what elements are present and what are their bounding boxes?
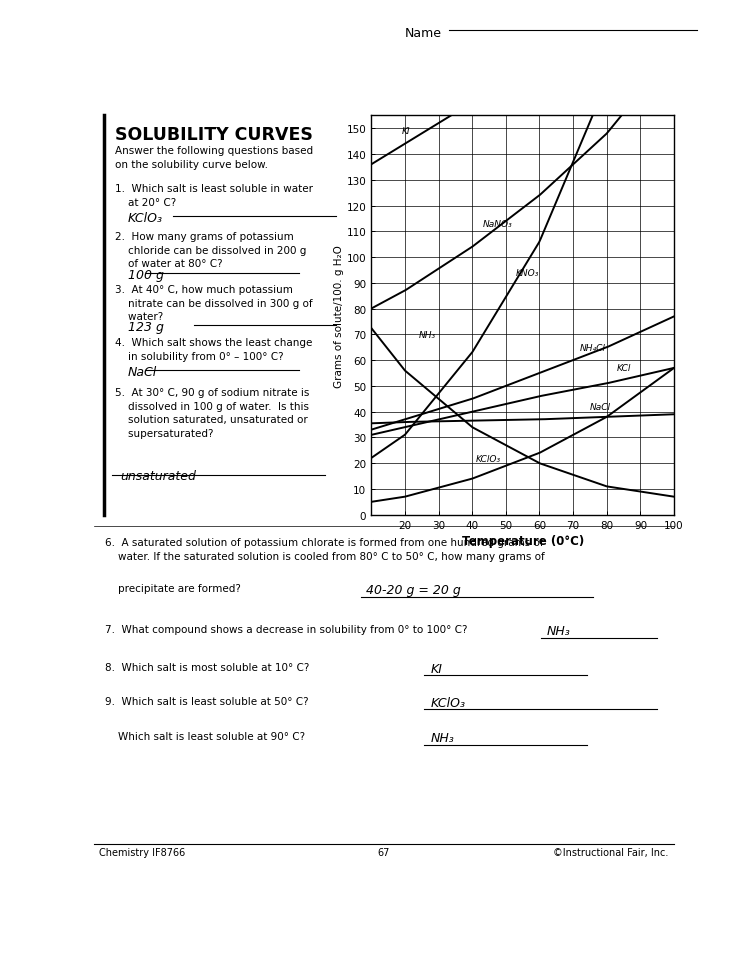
Text: NaCl: NaCl (128, 366, 157, 379)
Text: NaCl: NaCl (590, 402, 611, 412)
Text: unsaturated: unsaturated (120, 469, 195, 483)
Y-axis label: Grams of solute/100. g H₂O: Grams of solute/100. g H₂O (334, 244, 344, 387)
Text: KClO₃: KClO₃ (128, 212, 163, 225)
Text: Name: Name (404, 27, 441, 40)
Text: precipitate are formed?: precipitate are formed? (105, 583, 241, 594)
Text: NH₃: NH₃ (430, 732, 454, 744)
Text: 3.  At 40° C, how much potassium
    nitrate can be dissolved in 300 g of
    wa: 3. At 40° C, how much potassium nitrate … (115, 285, 312, 322)
Text: 4.  Which salt shows the least change
    in solubility from 0° – 100° C?: 4. Which salt shows the least change in … (115, 337, 312, 361)
Text: KI: KI (401, 127, 410, 137)
Text: 40-20 g = 20 g: 40-20 g = 20 g (366, 583, 461, 597)
Text: Chemistry IF8766: Chemistry IF8766 (100, 847, 186, 858)
Text: KClO₃: KClO₃ (476, 454, 500, 463)
Text: KNO₃: KNO₃ (516, 268, 539, 278)
Text: NH₃: NH₃ (418, 330, 435, 339)
Text: 5.  At 30° C, 90 g of sodium nitrate is
    dissolved in 100 g of water.  Is thi: 5. At 30° C, 90 g of sodium nitrate is d… (115, 388, 309, 438)
Text: ©Instructional Fair, Inc.: ©Instructional Fair, Inc. (553, 847, 668, 858)
Text: NH₄Cl: NH₄Cl (580, 343, 606, 353)
Text: 123 g: 123 g (128, 321, 164, 334)
Text: 2.  How many grams of potassium
    chloride can be dissolved in 200 g
    of wa: 2. How many grams of potassium chloride … (115, 232, 306, 269)
Text: 6.  A saturated solution of potassium chlorate is formed from one hundred grams : 6. A saturated solution of potassium chl… (105, 538, 545, 561)
Text: 67: 67 (377, 847, 390, 858)
Text: 1.  Which salt is least soluble in water
    at 20° C?: 1. Which salt is least soluble in water … (115, 184, 312, 207)
Text: Answer the following questions based
on the solubility curve below.: Answer the following questions based on … (115, 146, 313, 170)
Text: 7.  What compound shows a decrease in solubility from 0° to 100° C?: 7. What compound shows a decrease in sol… (105, 625, 467, 635)
Text: KCl: KCl (617, 364, 631, 373)
Text: NH₃: NH₃ (547, 625, 570, 638)
Text: NaNO₃: NaNO₃ (482, 220, 512, 229)
Text: KClO₃: KClO₃ (430, 696, 465, 709)
Text: Which salt is least soluble at 90° C?: Which salt is least soluble at 90° C? (105, 732, 306, 741)
X-axis label: Temperature (0°C): Temperature (0°C) (461, 534, 583, 547)
Text: SOLUBILITY CURVES: SOLUBILITY CURVES (115, 126, 312, 144)
Text: KI: KI (430, 662, 443, 674)
Text: 8.  Which salt is most soluble at 10° C?: 8. Which salt is most soluble at 10° C? (105, 662, 309, 672)
Text: 100 g: 100 g (128, 268, 164, 282)
Text: 9.  Which salt is least soluble at 50° C?: 9. Which salt is least soluble at 50° C? (105, 696, 309, 705)
